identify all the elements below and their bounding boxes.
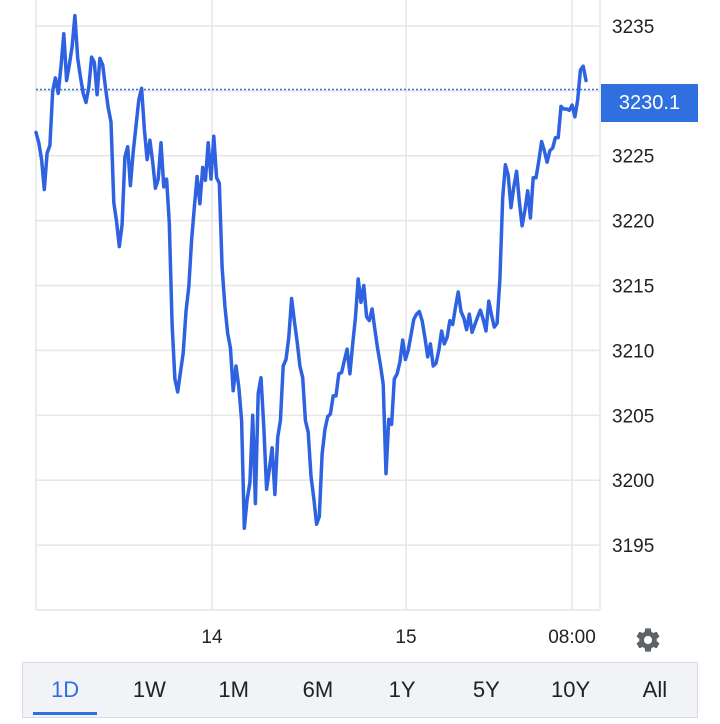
x-tick-label: 14 [201, 627, 223, 648]
price-series-line [34, 13, 588, 530]
y-tick-label: 3205 [612, 406, 654, 427]
range-tab-5y[interactable]: 5Y [472, 677, 500, 702]
x-axis-ticks: 14 15 08:00 [201, 627, 595, 648]
y-tick-label: 3210 [612, 341, 654, 362]
chart-settings-button[interactable] [630, 622, 666, 658]
y-tick-label: 3220 [612, 212, 654, 233]
range-tab-1d[interactable]: 1D [23, 663, 107, 717]
grid-lines [35, 0, 601, 611]
time-range-selector: 1D 1W 1M 6M 1Y 5Y 10Y All [22, 662, 698, 718]
current-price-badge: 3230.1 [601, 84, 698, 122]
range-tab-1m[interactable]: 1M [218, 677, 249, 702]
x-tick-label: 08:00 [548, 627, 596, 648]
y-tick-label: 3225 [612, 147, 654, 168]
range-tab-1y[interactable]: 1Y [388, 677, 416, 702]
gear-icon [636, 628, 660, 652]
y-tick-label: 3200 [612, 471, 654, 492]
y-tick-label: 3235 [612, 17, 654, 38]
range-tab-1w[interactable]: 1W [132, 677, 166, 702]
x-tick-label: 15 [395, 627, 416, 648]
range-tab-all[interactable]: All [642, 677, 668, 702]
y-tick-label: 3195 [612, 536, 654, 557]
y-tick-label: 3215 [612, 277, 654, 298]
range-tab-10y[interactable]: 10Y [551, 677, 591, 702]
range-tab-6m[interactable]: 6M [302, 677, 334, 702]
